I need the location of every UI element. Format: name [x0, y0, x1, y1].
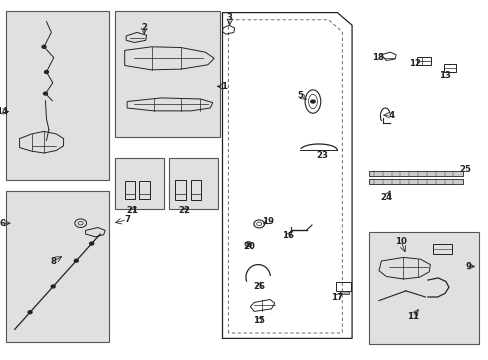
Bar — [139, 181, 150, 199]
Text: 5: 5 — [297, 91, 303, 100]
Bar — [168, 158, 217, 209]
Bar — [115, 11, 220, 137]
Text: 26: 26 — [253, 282, 264, 291]
Text: 19: 19 — [262, 217, 273, 226]
Circle shape — [51, 285, 55, 288]
Text: 12: 12 — [408, 58, 420, 68]
Text: 8: 8 — [51, 256, 57, 265]
Circle shape — [309, 99, 315, 104]
Circle shape — [43, 92, 47, 95]
Text: 14: 14 — [0, 107, 8, 116]
Bar — [175, 180, 185, 200]
Circle shape — [244, 242, 251, 247]
Bar — [115, 158, 163, 209]
Bar — [368, 232, 478, 344]
Bar — [368, 171, 462, 176]
Bar — [416, 57, 430, 65]
Circle shape — [44, 71, 48, 73]
Circle shape — [42, 45, 46, 48]
Bar — [6, 191, 108, 342]
Bar — [190, 180, 201, 200]
Text: 13: 13 — [438, 71, 450, 80]
Text: 20: 20 — [243, 242, 255, 251]
Text: 25: 25 — [459, 165, 470, 174]
Circle shape — [89, 242, 94, 245]
Bar — [339, 291, 348, 294]
Text: 18: 18 — [371, 53, 383, 62]
Circle shape — [74, 259, 78, 262]
Text: 11: 11 — [407, 312, 418, 321]
Bar — [6, 11, 108, 180]
Bar — [124, 181, 135, 199]
Text: 23: 23 — [316, 151, 328, 160]
Text: 24: 24 — [380, 194, 391, 202]
Text: 10: 10 — [394, 237, 406, 246]
Text: 21: 21 — [126, 206, 138, 215]
Bar — [368, 179, 462, 184]
Text: 3: 3 — [226, 13, 232, 22]
Circle shape — [28, 311, 32, 314]
Bar — [336, 282, 350, 291]
Text: 15: 15 — [253, 316, 264, 325]
Text: 9: 9 — [465, 262, 470, 271]
Text: 4: 4 — [387, 111, 393, 120]
Text: 22: 22 — [179, 206, 190, 215]
Bar — [443, 64, 455, 72]
Text: 1: 1 — [221, 82, 226, 91]
Text: 7: 7 — [124, 215, 130, 224]
Text: 16: 16 — [282, 231, 294, 240]
Bar — [432, 244, 451, 254]
Text: 17: 17 — [331, 292, 343, 302]
Text: 2: 2 — [141, 22, 147, 31]
Text: 6: 6 — [0, 219, 5, 228]
